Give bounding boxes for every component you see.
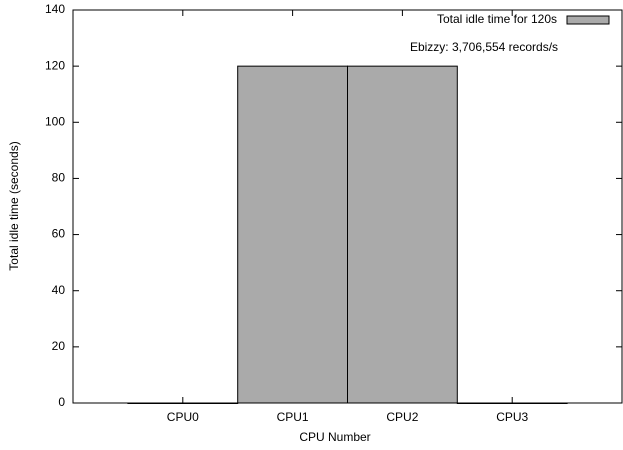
y-tick-label: 20 (52, 339, 66, 353)
y-tick-label: 140 (45, 2, 65, 16)
bar (347, 65, 458, 404)
annotation: Ebizzy: 3,706,554 records/s (410, 40, 558, 54)
bar (127, 402, 239, 404)
y-tick-label: 100 (45, 114, 65, 128)
y-tick-label: 60 (52, 227, 66, 241)
x-tick-label: CPU3 (496, 410, 528, 424)
legend-swatch (566, 15, 610, 25)
y-tick-label: 40 (52, 283, 66, 297)
x-tick-label: CPU2 (386, 410, 418, 424)
x-tick-label: CPU1 (277, 410, 309, 424)
y-tick-label: 0 (58, 395, 65, 409)
bar (237, 65, 348, 404)
legend-label: Total idle time for 120s (437, 12, 557, 26)
y-axis-label: Total idle time (seconds) (7, 141, 21, 270)
y-tick-label: 80 (52, 171, 66, 185)
x-tick-label: CPU0 (167, 410, 199, 424)
bar (456, 402, 568, 404)
x-axis-label: CPU Number (299, 430, 370, 444)
y-tick-label: 120 (45, 58, 65, 72)
